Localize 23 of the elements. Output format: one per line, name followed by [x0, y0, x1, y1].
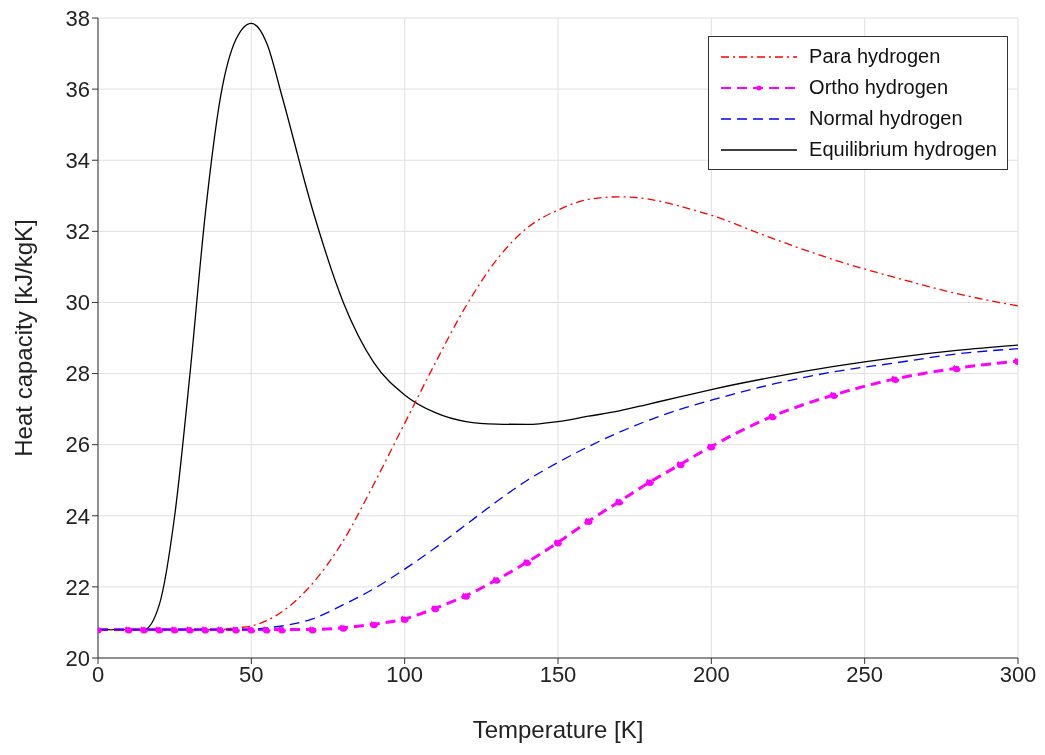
- y-tick-label: 22: [65, 574, 90, 600]
- y-tick-label: 36: [65, 76, 90, 102]
- x-tick-label: 0: [91, 661, 105, 687]
- y-tick-label: 24: [65, 503, 90, 529]
- x-tick-label: 50: [239, 661, 264, 687]
- x-axis-title: Temperature [K]: [472, 716, 644, 743]
- x-tick-label: 300: [999, 661, 1037, 687]
- legend-label: Para hydrogen: [809, 45, 941, 68]
- x-tick-label: 150: [539, 661, 577, 687]
- y-axis-title: Heat capacity [kJ/kgK]: [9, 219, 37, 457]
- x-tick-label: 200: [692, 661, 730, 687]
- y-tick-label: 30: [65, 290, 90, 316]
- y-tick-label: 26: [65, 432, 90, 458]
- y-tick-label: 28: [65, 361, 90, 387]
- legend-label: Normal hydrogen: [809, 107, 963, 130]
- x-tick-label: 100: [386, 661, 424, 687]
- y-tick-label: 32: [65, 219, 90, 245]
- y-tick-label: 20: [65, 645, 90, 671]
- y-tick-label: 34: [65, 148, 90, 174]
- x-tick-label: 250: [846, 661, 884, 687]
- y-tick-label: 38: [65, 5, 90, 31]
- legend-label: Equilibrium hydrogen: [809, 138, 997, 161]
- legend-label: Ortho hydrogen: [809, 76, 949, 99]
